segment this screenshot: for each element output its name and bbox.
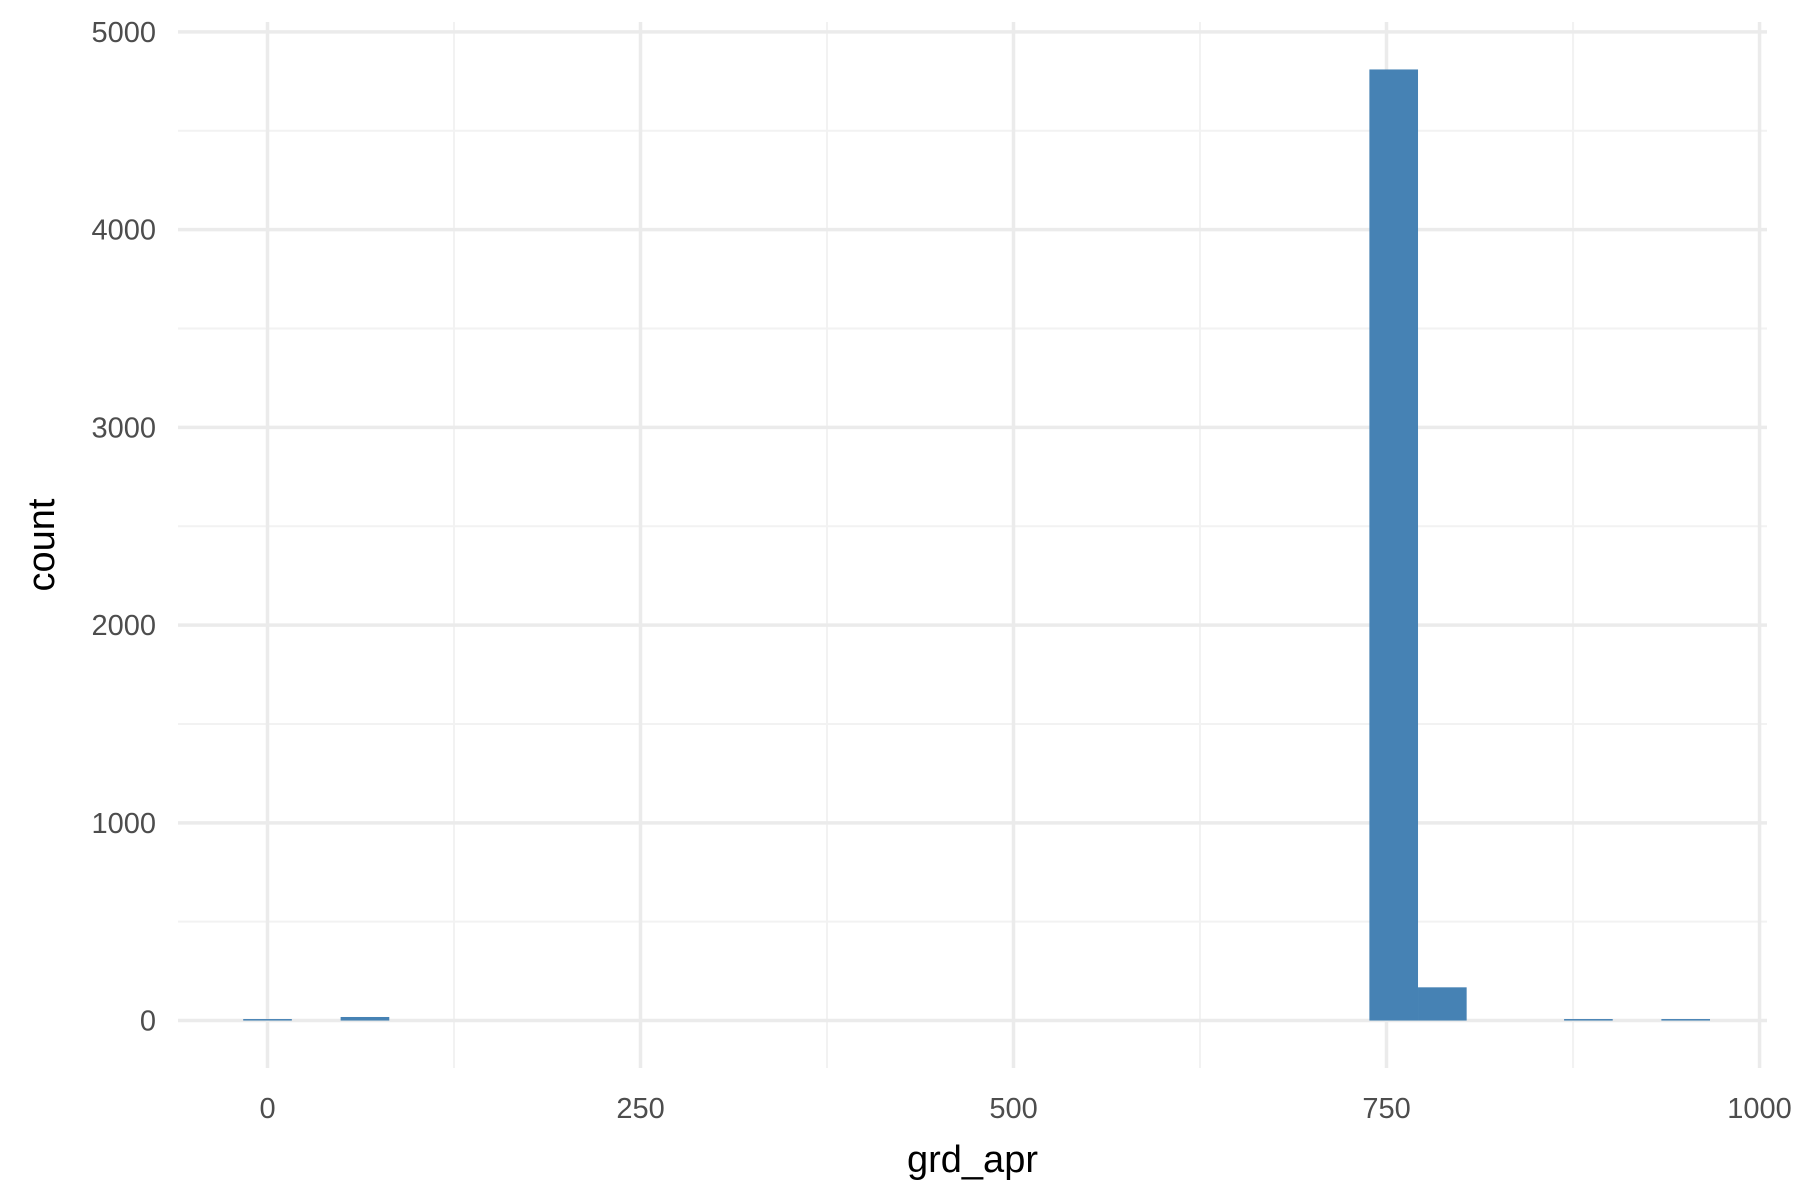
x-tick-label: 500 (989, 1093, 1037, 1125)
x-tick-label: 0 (259, 1093, 275, 1125)
histogram-bar (1418, 987, 1467, 1021)
y-tick-label: 3000 (91, 412, 156, 444)
y-tick-label: 4000 (91, 215, 156, 247)
histogram-bar (340, 1016, 390, 1021)
y-tick-label: 5000 (91, 17, 156, 49)
y-tick-label: 0 (140, 1006, 156, 1038)
histogram-bar (1564, 1019, 1613, 1021)
y-tick-label: 2000 (91, 610, 156, 642)
x-tick-label: 250 (616, 1093, 664, 1125)
x-axis-title: grd_apr (907, 1139, 1038, 1181)
major-gridlines (178, 22, 1767, 1068)
histogram-bar (243, 1019, 292, 1021)
minor-gridlines (178, 22, 1767, 1068)
y-axis-tick-labels: 0 1000 2000 3000 4000 5000 (91, 17, 156, 1038)
histogram-bars (243, 69, 1711, 1021)
histogram-bar (1369, 69, 1419, 1021)
histogram-bar (1661, 1019, 1711, 1021)
x-axis-tick-labels: 0 250 500 750 1000 (259, 1093, 1791, 1125)
x-tick-label: 750 (1362, 1093, 1410, 1125)
y-tick-label: 1000 (91, 808, 156, 840)
y-axis-title: count (21, 498, 63, 591)
x-tick-label: 1000 (1727, 1093, 1792, 1125)
